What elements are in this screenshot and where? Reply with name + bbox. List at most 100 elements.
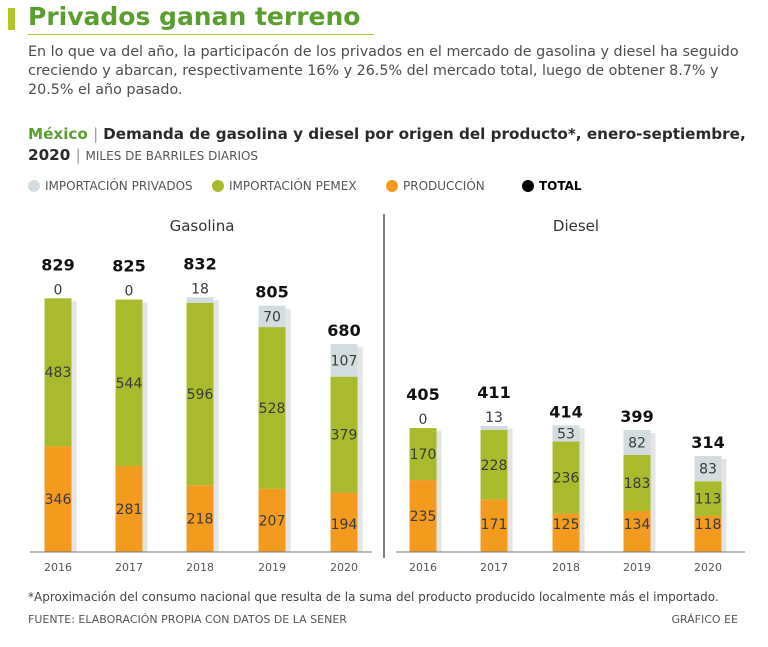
footnote: *Aproximación del consumo nacional que r… xyxy=(28,590,719,604)
legend-swatch-pemex xyxy=(212,180,224,192)
label-produccion-diesel-2018: 125 xyxy=(553,517,580,533)
chart-unit: MILES DE BARRILES DIARIOS xyxy=(85,149,259,163)
label-privados-diesel-2016: 0 xyxy=(419,412,428,428)
subtitle: En lo que va del año, la participacón de… xyxy=(28,44,739,98)
label-produccion-gasolina-2017: 281 xyxy=(116,502,143,518)
label-privados-diesel-2017: 13 xyxy=(485,410,503,426)
bar-pemex-diesel-2018 xyxy=(552,441,580,514)
year-label-diesel-2017: 2017 xyxy=(480,561,508,574)
label-total-gasolina-2020: 680 xyxy=(327,321,360,340)
label-privados-gasolina-2020: 107 xyxy=(331,353,358,369)
bar-produccion-gasolina-2016 xyxy=(44,446,72,552)
bar-pemex-diesel-2017 xyxy=(480,429,508,500)
bar-produccion-gasolina-2018 xyxy=(186,485,214,552)
bar-produccion-diesel-2019 xyxy=(623,510,651,552)
label-privados-gasolina-2019: 70 xyxy=(263,309,281,325)
label-produccion-gasolina-2018: 218 xyxy=(187,512,214,528)
year-label-diesel-2019: 2019 xyxy=(623,561,651,574)
label-produccion-gasolina-2016: 346 xyxy=(45,492,72,508)
legend-swatch-total xyxy=(522,180,534,192)
label-privados-gasolina-2018: 18 xyxy=(191,281,209,297)
year-label-gasolina-2016: 2016 xyxy=(44,561,72,574)
panel-title-diesel: Diesel xyxy=(553,217,599,235)
year-label-gasolina-2018: 2018 xyxy=(186,561,214,574)
bar-privados-gasolina-2019 xyxy=(258,305,286,328)
label-pemex-diesel-2018: 236 xyxy=(553,471,580,487)
heading-separator: | xyxy=(75,146,86,164)
year-label-gasolina-2019: 2019 xyxy=(258,561,286,574)
label-pemex-gasolina-2019: 528 xyxy=(259,401,286,417)
legend-item-total: TOTAL xyxy=(522,176,582,196)
bar-privados-diesel-2019 xyxy=(623,429,651,455)
bar-pemex-gasolina-2020 xyxy=(330,376,358,493)
label-produccion-diesel-2019: 134 xyxy=(624,517,651,533)
label-pemex-gasolina-2018: 596 xyxy=(187,387,214,403)
year-label-gasolina-2020: 2020 xyxy=(330,561,358,574)
label-privados-diesel-2018: 53 xyxy=(557,426,575,442)
bar-pemex-diesel-2020 xyxy=(694,481,722,516)
bar-pemex-gasolina-2019 xyxy=(258,327,286,489)
label-total-gasolina-2019: 805 xyxy=(255,283,288,302)
label-total-diesel-2017: 411 xyxy=(477,383,510,402)
bar-produccion-diesel-2016 xyxy=(409,480,437,552)
title-divider xyxy=(28,34,374,35)
legend-item-privados: IMPORTACIÓN PRIVADOS xyxy=(28,176,193,196)
bar-pemex-gasolina-2017 xyxy=(115,299,143,467)
legend-swatch-produccion xyxy=(386,180,398,192)
source-note: FUENTE: ELABORACIÓN PROPIA CON DATOS DE … xyxy=(28,613,347,626)
label-produccion-diesel-2020: 118 xyxy=(695,517,722,533)
bar-pemex-gasolina-2016 xyxy=(44,298,72,447)
heading-separator: | xyxy=(93,125,104,143)
legend-item-pemex: IMPORTACIÓN PEMEX xyxy=(212,176,357,196)
label-total-diesel-2016: 405 xyxy=(406,385,439,404)
label-produccion-diesel-2016: 235 xyxy=(410,509,437,525)
bar-privados-gasolina-2020 xyxy=(330,343,358,377)
bar-privados-diesel-2020 xyxy=(694,455,722,482)
legend-item-produccion: PRODUCCIÓN xyxy=(386,176,485,196)
label-pemex-diesel-2019: 183 xyxy=(624,476,651,492)
label-produccion-gasolina-2020: 194 xyxy=(331,517,358,533)
label-total-diesel-2019: 399 xyxy=(620,407,653,426)
graphic-credit: GRÁFICO EE xyxy=(671,613,738,626)
label-privados-diesel-2020: 83 xyxy=(699,462,717,478)
bar-produccion-diesel-2017 xyxy=(480,499,508,552)
legend-label-pemex: IMPORTACIÓN PEMEX xyxy=(229,179,357,193)
label-pemex-diesel-2017: 228 xyxy=(481,458,508,474)
year-label-diesel-2020: 2020 xyxy=(694,561,722,574)
legend-label-privados: IMPORTACIÓN PRIVADOS xyxy=(45,179,193,193)
chart-heading: México | Demanda de gasolina y diesel po… xyxy=(28,124,748,167)
page-title: Privados ganan terreno xyxy=(28,2,361,31)
label-pemex-diesel-2020: 113 xyxy=(695,492,722,508)
label-produccion-diesel-2017: 171 xyxy=(481,517,508,533)
label-total-diesel-2020: 314 xyxy=(691,433,724,452)
label-produccion-gasolina-2019: 207 xyxy=(259,513,286,529)
legend-label-total: TOTAL xyxy=(539,179,582,193)
legend-swatch-privados xyxy=(28,180,40,192)
label-privados-gasolina-2017: 0 xyxy=(125,284,134,300)
bar-produccion-gasolina-2019 xyxy=(258,488,286,552)
label-pemex-gasolina-2020: 379 xyxy=(331,428,358,444)
bar-produccion-gasolina-2020 xyxy=(330,492,358,552)
label-pemex-diesel-2016: 170 xyxy=(410,447,437,463)
bar-privados-diesel-2017 xyxy=(480,425,508,430)
label-privados-diesel-2019: 82 xyxy=(628,435,646,451)
label-pemex-gasolina-2017: 544 xyxy=(116,376,143,392)
bar-pemex-diesel-2016 xyxy=(409,428,437,481)
label-privados-gasolina-2016: 0 xyxy=(54,282,63,298)
label-total-gasolina-2018: 832 xyxy=(183,254,216,273)
chart-title: Demanda de gasolina y diesel por origen … xyxy=(28,125,746,164)
bar-privados-diesel-2018 xyxy=(552,425,580,442)
year-label-gasolina-2017: 2017 xyxy=(115,561,143,574)
bar-privados-gasolina-2018 xyxy=(186,297,214,303)
legend-label-produccion: PRODUCCIÓN xyxy=(403,179,485,193)
label-total-diesel-2018: 414 xyxy=(549,402,582,421)
title-accent-bar xyxy=(8,8,15,30)
bar-pemex-gasolina-2018 xyxy=(186,302,214,486)
bar-pemex-diesel-2019 xyxy=(623,454,651,511)
label-total-gasolina-2016: 829 xyxy=(41,255,74,274)
panel-title-gasolina: Gasolina xyxy=(170,217,235,235)
year-label-diesel-2018: 2018 xyxy=(552,561,580,574)
label-pemex-gasolina-2016: 483 xyxy=(45,365,72,381)
chart-country: México xyxy=(28,125,88,143)
